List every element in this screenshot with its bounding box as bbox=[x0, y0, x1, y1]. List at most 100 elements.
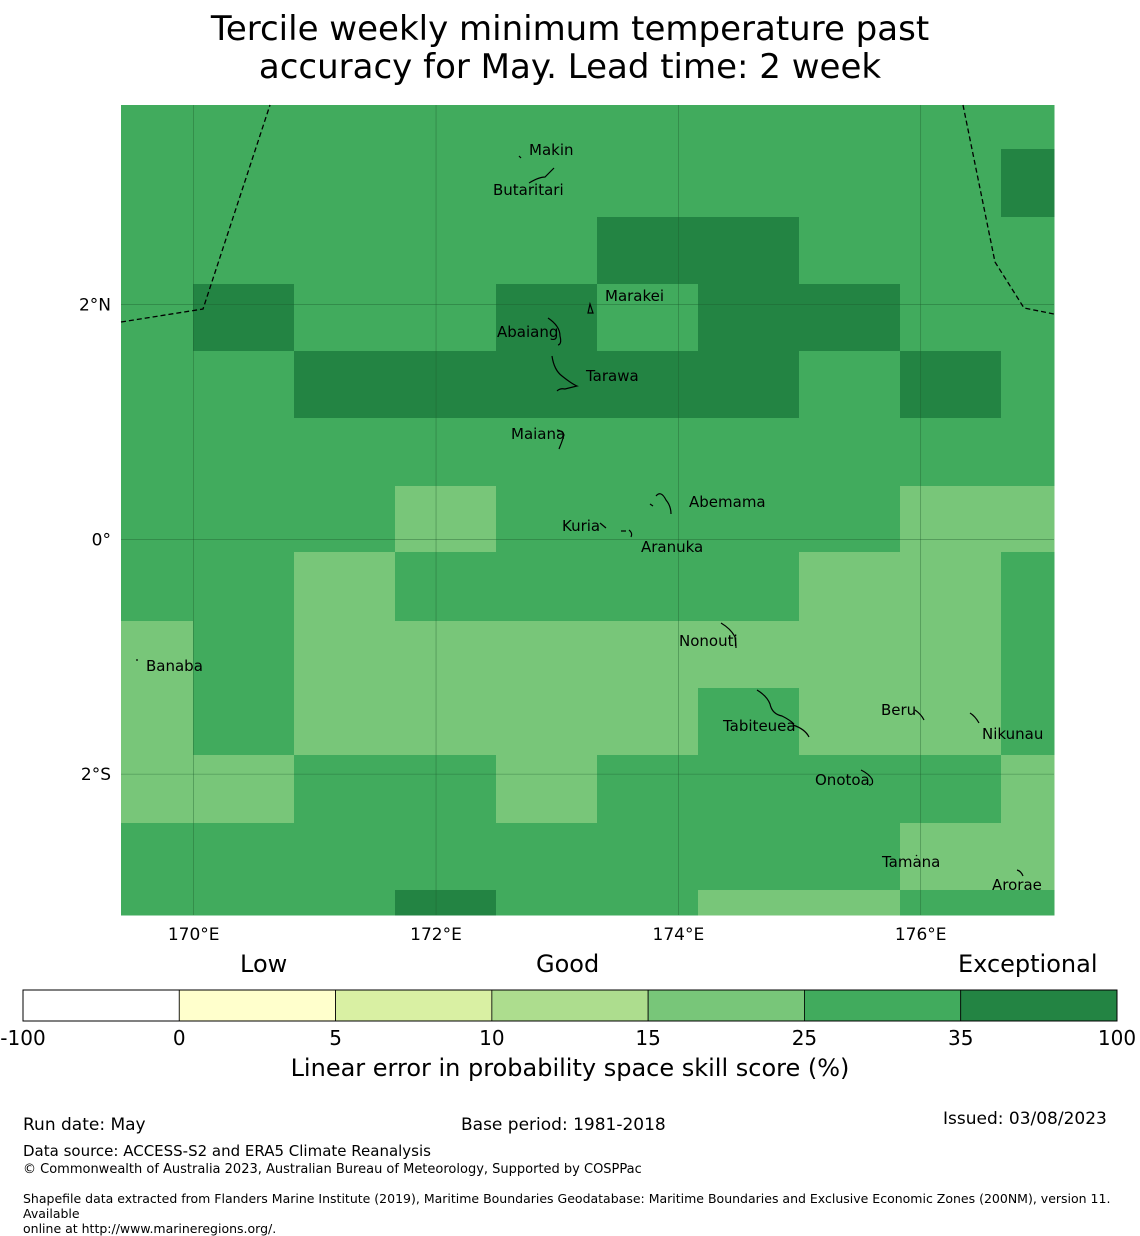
skill-cell bbox=[597, 217, 699, 285]
skill-cell bbox=[395, 284, 497, 352]
skill-cell bbox=[799, 284, 901, 352]
colorbar bbox=[22, 989, 1118, 1022]
island-label: Tarawa bbox=[585, 367, 639, 385]
skill-cell bbox=[597, 486, 699, 553]
lat-tick-label: 0° bbox=[92, 530, 111, 550]
skill-cell bbox=[799, 552, 901, 622]
skill-cell bbox=[193, 621, 295, 689]
skill-cell bbox=[698, 418, 800, 487]
lon-tick-label: 176°E bbox=[895, 925, 947, 945]
skill-cell bbox=[698, 890, 800, 916]
base-period: Base period: 1981-2018 bbox=[461, 1115, 666, 1135]
skill-cell bbox=[900, 217, 1002, 285]
skill-cell bbox=[193, 755, 295, 824]
skill-cell bbox=[193, 149, 295, 218]
skill-cell bbox=[294, 284, 396, 352]
skill-cell bbox=[799, 351, 901, 419]
colorbar-tick-label: 25 bbox=[791, 1026, 818, 1050]
island-label: Maiana bbox=[511, 425, 565, 443]
axis-tick-labels: 170°E 172°E 174°E 176°E 2°N 0° 2°S bbox=[79, 296, 947, 945]
skill-cell bbox=[1001, 688, 1055, 756]
abemama-island-outline bbox=[649, 493, 672, 515]
skill-cell bbox=[395, 418, 497, 487]
skill-cell bbox=[799, 217, 901, 285]
skill-cell bbox=[900, 755, 1002, 824]
tamana-island-outline bbox=[915, 854, 918, 857]
island-label: Butaritari bbox=[493, 181, 564, 199]
map-title: Tercile weekly minimum temperature past … bbox=[0, 10, 1140, 86]
skill-cell bbox=[496, 217, 598, 285]
shapefile-credit: Shapefile data extracted from Flanders M… bbox=[23, 1191, 1138, 1236]
nonouti-island-outline bbox=[720, 622, 737, 649]
colorbar-segment bbox=[960, 989, 1118, 1022]
lon-tick-label: 174°E bbox=[653, 925, 705, 945]
skill-cell bbox=[698, 688, 800, 756]
skill-cell bbox=[395, 890, 497, 916]
arorae-island-outline bbox=[1016, 869, 1024, 877]
skill-cell bbox=[698, 552, 800, 622]
colorbar-segment bbox=[804, 989, 962, 1022]
colorbar-axis-label: Linear error in probability space skill … bbox=[290, 1054, 850, 1082]
maiana-island-outline bbox=[556, 429, 565, 450]
graticule bbox=[121, 105, 1054, 915]
skill-cell bbox=[121, 149, 194, 218]
skill-cell bbox=[799, 755, 901, 824]
copyright: © Commonwealth of Australia 2023, Austra… bbox=[23, 1162, 642, 1177]
island-label: Aranuka bbox=[641, 538, 703, 556]
skill-cell bbox=[1001, 755, 1055, 824]
skill-cell bbox=[597, 351, 699, 419]
skill-cell bbox=[496, 105, 598, 150]
lon-tick-label: 172°E bbox=[410, 925, 462, 945]
island-label: Beru bbox=[881, 701, 916, 719]
skill-cell bbox=[597, 418, 699, 487]
skill-cell bbox=[294, 149, 396, 218]
skill-cell bbox=[1001, 351, 1055, 419]
lat-tick-label: 2°S bbox=[81, 765, 111, 785]
skill-cell bbox=[496, 418, 598, 487]
skill-cell bbox=[1001, 552, 1055, 622]
skill-cell bbox=[1001, 284, 1055, 352]
colorbar-tick-label: 10 bbox=[479, 1026, 505, 1050]
island-label: Makin bbox=[529, 141, 574, 159]
island-label: Abaiang bbox=[497, 323, 558, 341]
skill-cell bbox=[1001, 890, 1055, 916]
legend-word-good: Good bbox=[536, 950, 600, 978]
colorbar-segment bbox=[178, 989, 336, 1022]
nikunau-island-outline bbox=[969, 712, 980, 724]
skill-cell bbox=[121, 621, 194, 689]
skill-cell bbox=[597, 621, 699, 689]
skill-cell bbox=[496, 755, 598, 824]
lon-tick-label: 170°E bbox=[168, 925, 220, 945]
lat-tick-label: 2°N bbox=[79, 296, 111, 316]
skill-cell bbox=[698, 621, 800, 689]
skill-cell bbox=[294, 688, 396, 756]
skill-cell bbox=[395, 552, 497, 622]
shapefile-credit-line-1: Shapefile data extracted from Flanders M… bbox=[23, 1191, 1111, 1221]
tarawa-island-outline bbox=[551, 355, 579, 392]
colorbar-segment bbox=[647, 989, 805, 1022]
legend-word-low: Low bbox=[240, 950, 288, 978]
colorbar-tick-label: 5 bbox=[329, 1026, 342, 1050]
skill-cell bbox=[799, 486, 901, 553]
skill-cell bbox=[121, 755, 194, 824]
skill-cell bbox=[121, 351, 194, 419]
issued-date: Issued: 03/08/2023 bbox=[943, 1109, 1107, 1129]
skill-cell bbox=[698, 149, 800, 218]
skill-cell bbox=[799, 890, 901, 916]
skill-cell bbox=[395, 755, 497, 824]
skill-cell bbox=[1001, 217, 1055, 285]
skill-cell bbox=[799, 149, 901, 218]
skill-cell bbox=[395, 486, 497, 553]
skill-cell bbox=[1001, 105, 1055, 150]
skill-cell bbox=[799, 621, 901, 689]
skill-cell bbox=[395, 217, 497, 285]
skill-cell bbox=[121, 823, 194, 891]
kuria-island-outline bbox=[599, 522, 607, 529]
skill-cell bbox=[1001, 823, 1055, 891]
skill-cell bbox=[193, 688, 295, 756]
island-label: Tamana bbox=[881, 853, 940, 871]
island-label: Onotoa bbox=[815, 771, 870, 789]
skill-cell bbox=[698, 284, 800, 352]
island-label: Nonouti bbox=[679, 632, 738, 650]
skill-cell bbox=[193, 418, 295, 487]
